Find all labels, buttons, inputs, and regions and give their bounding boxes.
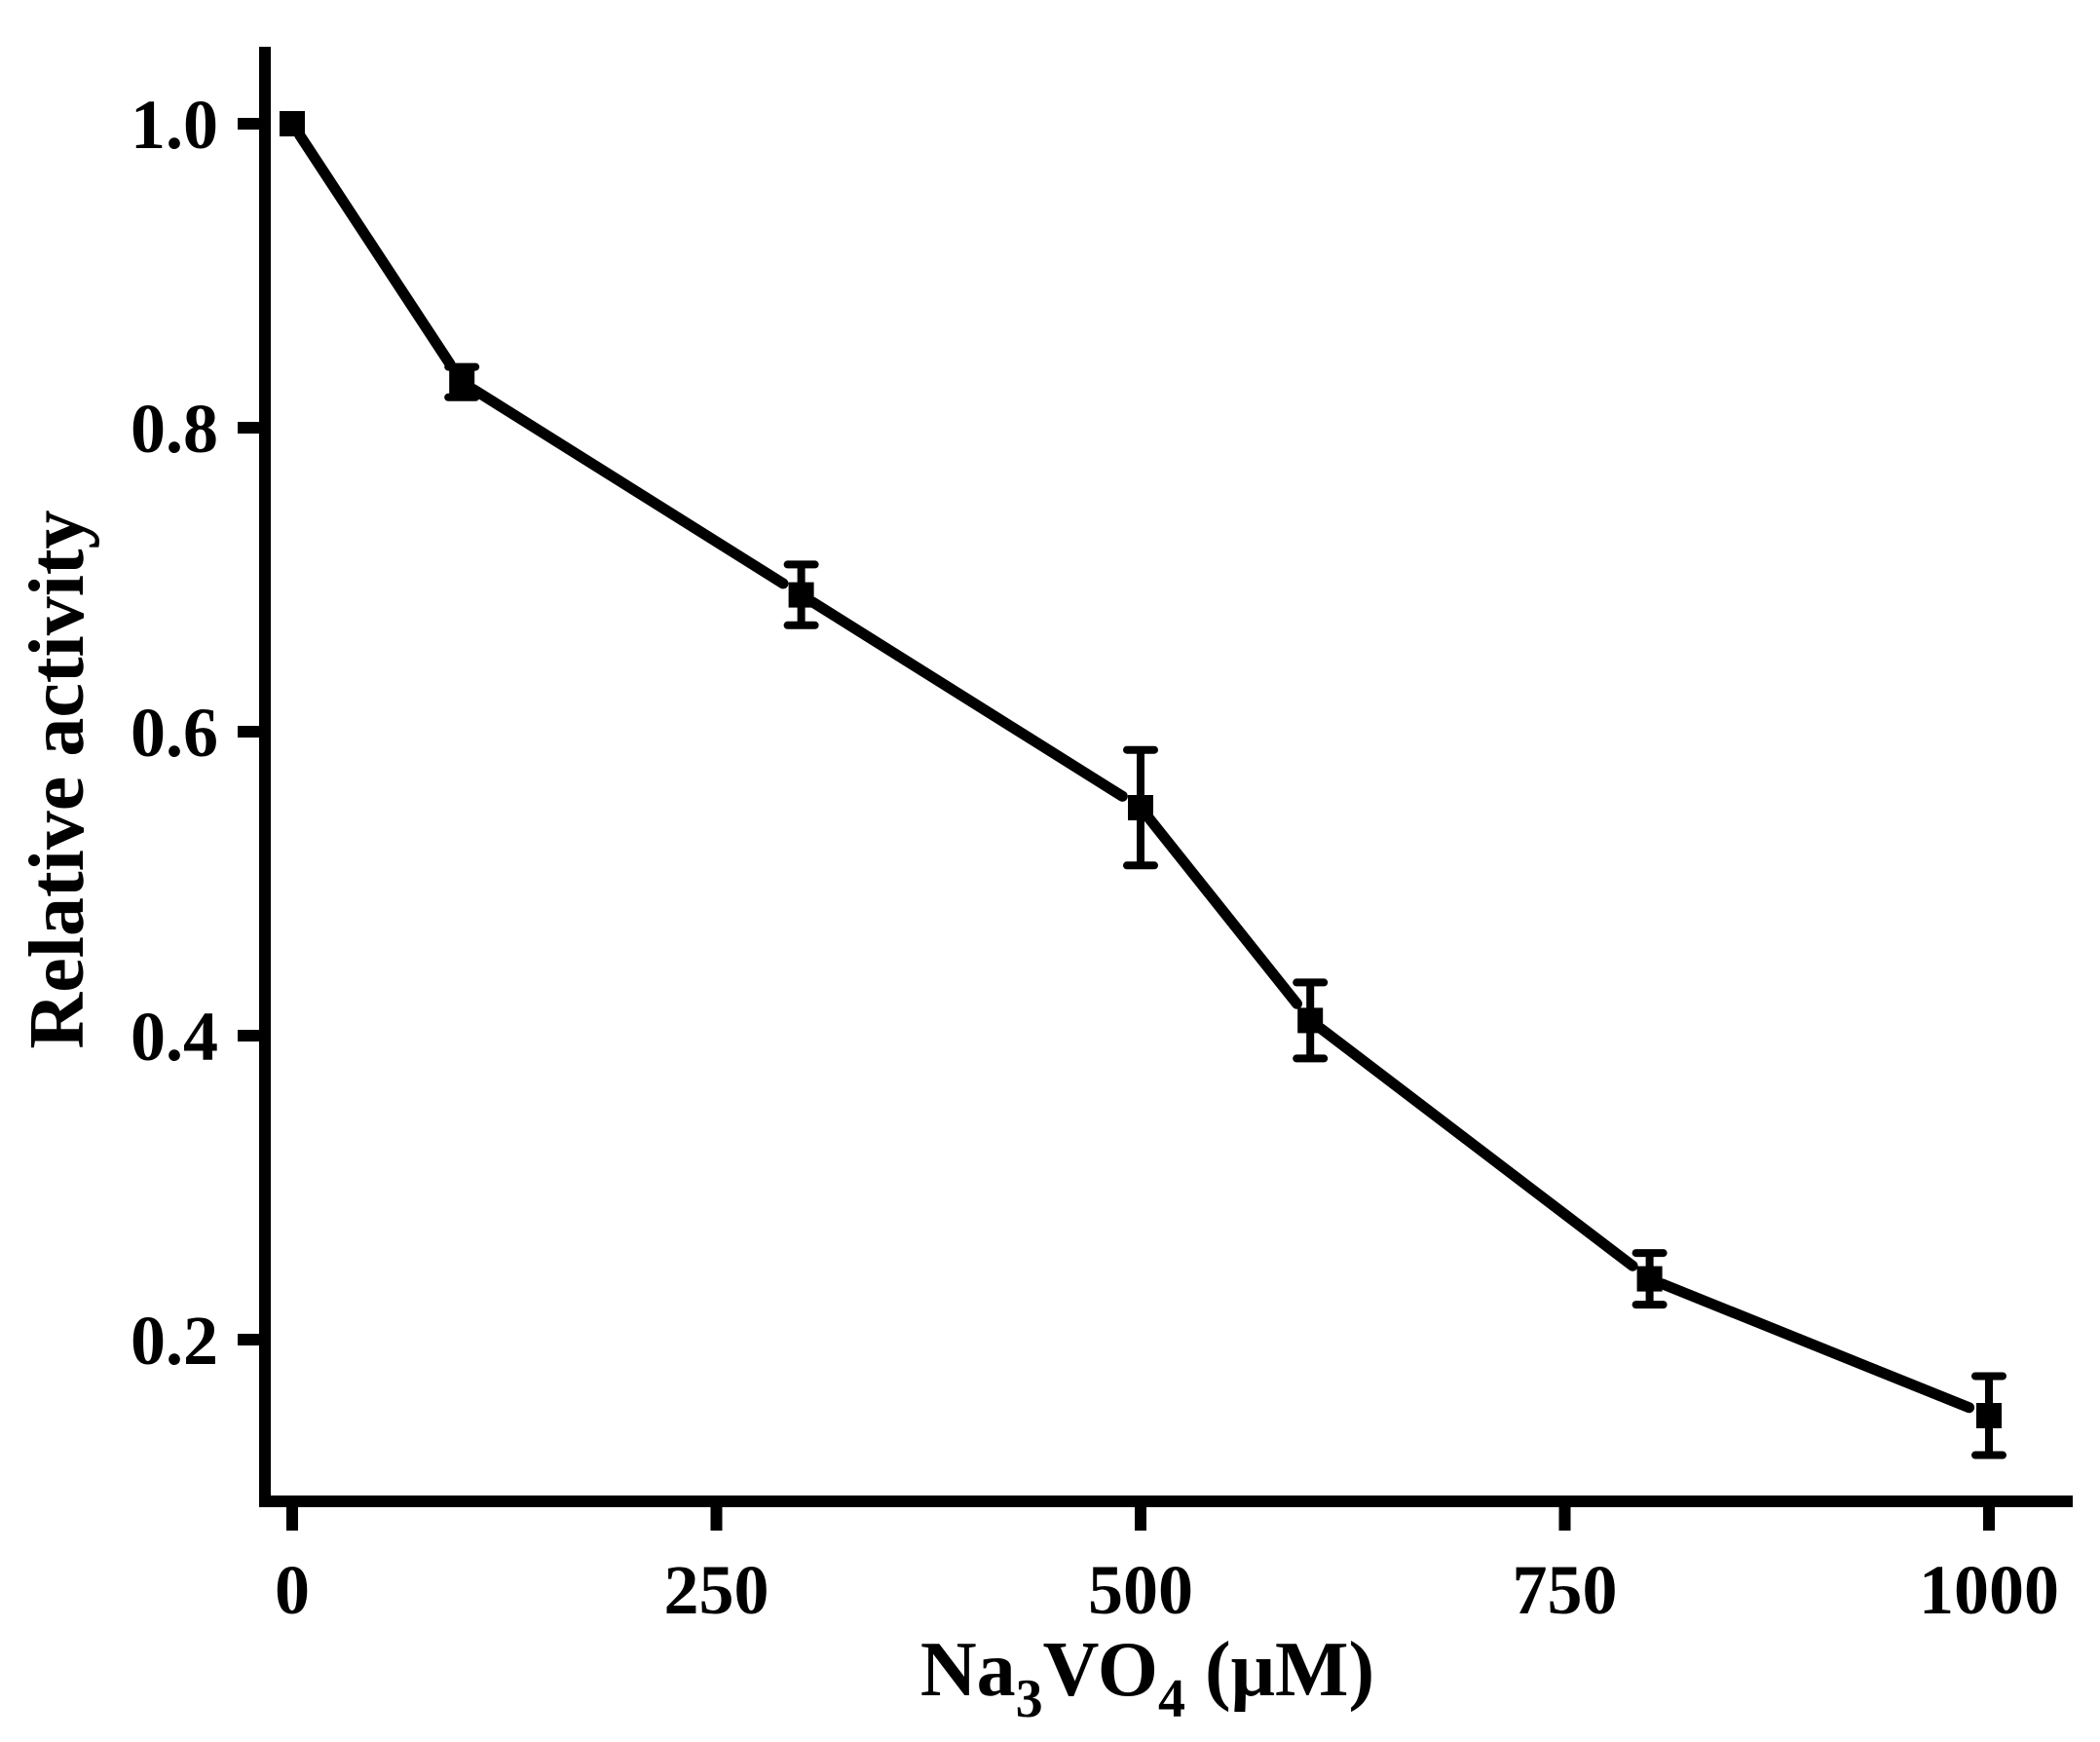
axes: 0.2 0.4 0.6 0.8 1.0 0 250 500 750 1000	[131, 47, 2073, 1629]
x-axis-title-sub2: 4	[1158, 1669, 1185, 1729]
x-tick-label: 0	[275, 1551, 310, 1629]
data-point	[280, 111, 305, 136]
y-tick-label: 1.0	[131, 86, 218, 164]
series-line-segment	[1144, 813, 1302, 1009]
data-point	[1297, 1007, 1324, 1034]
data-point	[1128, 795, 1153, 820]
y-tick-label: 0.2	[131, 1302, 218, 1380]
x-axis-title: Na3VO4 (μM)	[920, 1627, 1374, 1729]
y-tick-label: 0.8	[131, 390, 218, 468]
y-tick-label: 0.4	[131, 998, 218, 1076]
x-axis-title-sub1: 3	[1016, 1669, 1043, 1729]
x-tick-label: 250	[664, 1551, 769, 1629]
x-axis-title-tail: (μM)	[1185, 1627, 1374, 1713]
data-point	[449, 369, 475, 396]
series-line-segment	[1315, 1023, 1638, 1271]
data-point	[1976, 1403, 2002, 1428]
x-axis-title-mid: VO	[1043, 1627, 1158, 1713]
x-axis-title-main: Na	[920, 1627, 1016, 1713]
data-point	[788, 582, 814, 608]
x-tick-label: 500	[1088, 1551, 1193, 1629]
series-layer	[280, 111, 2006, 1459]
y-tick-label: 0.6	[131, 694, 218, 772]
series-line-segment	[468, 384, 789, 589]
x-tick-label: 750	[1513, 1551, 1618, 1629]
x-tick-label: 1000	[1919, 1551, 2059, 1629]
data-point	[1636, 1266, 1663, 1292]
series-line-segment	[1657, 1278, 1975, 1414]
series-line-segment	[806, 596, 1128, 802]
y-axis-title: Relative activity	[15, 510, 100, 1048]
series-line-segment	[294, 130, 456, 370]
